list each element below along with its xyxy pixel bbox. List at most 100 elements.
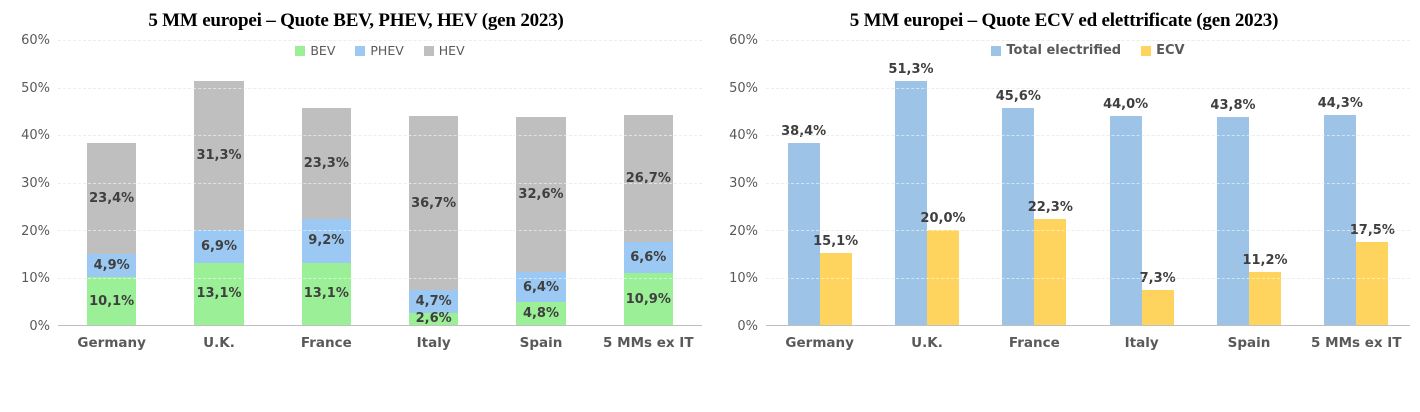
legend-swatch-icon <box>295 46 306 56</box>
value-label: 6,9% <box>200 238 238 254</box>
plot-area: 10,1% 4,9% 23,4% 13,1% 6,9% 31,3% 13,1% 9,2% 23,… <box>58 40 702 326</box>
value-label: 51,3% <box>888 62 934 78</box>
x-category-label-germany: Germany <box>77 335 146 351</box>
category-slot: 38,4% 15,1% <box>766 40 873 325</box>
chart-title: 5 MM europei – Quote ECV ed elettrificat… <box>849 10 1279 31</box>
value-label: 31,3% <box>196 148 242 164</box>
legend-label: ECV <box>1156 43 1185 58</box>
category-slot: 13,1% 6,9% 31,3% <box>165 40 272 325</box>
legend-item-hev[interactable]: HEV <box>423 44 465 57</box>
value-label: 7,3% <box>1139 271 1176 287</box>
value-label: 9,2% <box>308 233 345 249</box>
category-slot: 10,1% 4,9% 23,4% <box>58 40 165 325</box>
stacked-bar-france: 13,1% 9,2% 23,3% <box>301 40 351 325</box>
bar-group-france: 45,6% 22,3% <box>996 40 1073 325</box>
value-label: 4,8% <box>522 306 559 322</box>
value-label: 17,5% <box>1349 222 1395 238</box>
bar-ecv[interactable]: 11,2% <box>1242 253 1288 325</box>
value-label: 13,1% <box>303 286 349 302</box>
bar-ecv[interactable]: 7,3% <box>1140 271 1176 325</box>
y-axis: 0% 10% 20% 30% 40% 50% 60% <box>718 33 766 334</box>
bar-segment-hev[interactable]: 23,4% <box>86 142 137 254</box>
x-category-label-u-k: U.K. <box>911 335 943 351</box>
bar-total-electrified[interactable]: 45,6% <box>996 89 1041 325</box>
bar-segment-phev[interactable]: 9,2% <box>301 219 351 263</box>
bar-ecv[interactable]: 17,5% <box>1350 223 1395 325</box>
bar-total-electrified[interactable]: 38,4% <box>781 124 826 325</box>
category-slot: 2,6% 4,7% 36,7% <box>380 40 487 325</box>
y-tick-label: 10% <box>729 271 758 287</box>
bar-segment-bev[interactable]: 13,1% <box>194 262 244 325</box>
value-label: 15,1% <box>813 234 859 250</box>
legend-item-ecv[interactable]: ECV <box>1141 43 1185 58</box>
bar-total-electrified[interactable]: 44,0% <box>1103 97 1148 325</box>
bar-total-electrified[interactable]: 44,3% <box>1318 96 1363 325</box>
bar-group-spain: 43,8% 11,2% <box>1210 40 1288 325</box>
y-tick-label: 30% <box>729 176 758 191</box>
legend-label: BEV <box>310 43 336 58</box>
category-slot: 44,3% 17,5% <box>1303 40 1410 325</box>
x-category-label-germany: Germany <box>785 335 854 351</box>
x-category-label-5-mms-ex-it: 5 MMs ex IT <box>603 335 694 351</box>
x-category-label-france: France <box>300 335 352 351</box>
x-category-label-spain: Spain <box>519 335 563 351</box>
value-label: 22,3% <box>1027 200 1073 216</box>
bar-segment-phev[interactable]: 6,6% <box>623 241 673 274</box>
bar-ecv[interactable]: 22,3% <box>1028 200 1073 325</box>
y-tick-label: 40% <box>21 128 50 144</box>
bar-segment-bev[interactable]: 10,1% <box>86 277 137 325</box>
bar-segment-bev[interactable]: 13,1% <box>301 262 351 325</box>
bar-segment-bev[interactable]: 4,8% <box>516 302 566 325</box>
value-label: 4,7% <box>415 294 452 309</box>
x-axis: Germany U.K. France Italy Spain 5 MMs ex IT <box>58 326 702 351</box>
bar-segment-bev[interactable]: 10,9% <box>623 273 673 325</box>
x-category-label-italy: Italy <box>416 335 451 351</box>
bar-segment-hev[interactable]: 32,6% <box>516 116 566 272</box>
legend-swatch-icon <box>1141 46 1152 56</box>
bar-ecv[interactable]: 20,0% <box>920 211 966 325</box>
bar-segment-hev[interactable]: 26,7% <box>623 115 673 242</box>
bar-segment-phev[interactable]: 4,7% <box>408 290 459 313</box>
bar-total-electrified[interactable]: 43,8% <box>1210 98 1256 325</box>
x-category-label-5-mms-ex-it: 5 MMs ex IT <box>1311 335 1402 351</box>
legend-item-bev[interactable]: BEV <box>295 43 336 58</box>
value-label: 23,3% <box>303 156 349 172</box>
plot-row: 0% 10% 20% 30% 40% 50% 60% 10,1% 4,9% 23,4% 13,1%… <box>10 33 702 334</box>
bar-ecv[interactable]: 15,1% <box>813 234 858 325</box>
bars-area: 38,4% 15,1% 51,3% 20,0% 45,6% 22,3% 44,0% 7,3% 4… <box>766 40 1410 325</box>
x-category-label-france: France <box>1008 335 1060 351</box>
bar-total-electrified[interactable]: 51,3% <box>888 62 934 325</box>
bar-segment-phev[interactable]: 4,9% <box>86 253 137 278</box>
category-slot: 44,0% 7,3% <box>1088 40 1195 325</box>
value-label: 20,0% <box>920 211 966 226</box>
legend-label: Total electrified <box>1006 43 1122 58</box>
chart-ecv-electrified: 5 MM europei – Quote ECV ed elettrificat… <box>718 6 1410 351</box>
stacked-bar-5-mms-ex-it: 10,9% 6,6% 26,7% <box>623 40 673 325</box>
legend-item-phev[interactable]: PHEV <box>355 43 404 58</box>
value-label: 44,3% <box>1317 95 1363 111</box>
value-label: 4,9% <box>93 257 130 273</box>
bar-group-u-k: 51,3% 20,0% <box>888 40 966 325</box>
legend-item-total-electrified[interactable]: Total electrified <box>991 43 1122 58</box>
bar-segment-phev[interactable]: 6,4% <box>516 271 566 303</box>
legend-swatch-icon <box>423 46 434 56</box>
legend-label: PHEV <box>370 43 404 58</box>
bars-area: 10,1% 4,9% 23,4% 13,1% 6,9% 31,3% 13,1% 9,2% 23,… <box>58 40 702 325</box>
bar-segment-hev[interactable]: 36,7% <box>408 116 459 291</box>
value-label: 6,4% <box>522 279 559 295</box>
category-slot: 4,8% 6,4% 32,6% <box>487 40 594 325</box>
category-slot: 51,3% 20,0% <box>873 40 980 325</box>
bar-segment-phev[interactable]: 6,9% <box>194 230 244 263</box>
category-slot: 43,8% 11,2% <box>1195 40 1302 325</box>
y-tick-label: 60% <box>729 33 758 48</box>
value-label: 10,1% <box>89 293 135 309</box>
stacked-bar-spain: 4,8% 6,4% 32,6% <box>516 40 566 325</box>
bar-group-germany: 38,4% 15,1% <box>781 40 858 325</box>
legend: BEV PHEV HEV <box>58 43 702 58</box>
value-label: 45,6% <box>995 89 1041 105</box>
plot-row: 0% 10% 20% 30% 40% 50% 60% 38,4% 15,1% 51,3% 20,0… <box>718 33 1410 334</box>
bar-segment-hev[interactable]: 23,3% <box>301 108 351 220</box>
value-label: 2,6% <box>415 311 452 327</box>
bar-segment-bev[interactable]: 2,6% <box>408 311 459 327</box>
bar-segment-hev[interactable]: 31,3% <box>194 81 244 231</box>
